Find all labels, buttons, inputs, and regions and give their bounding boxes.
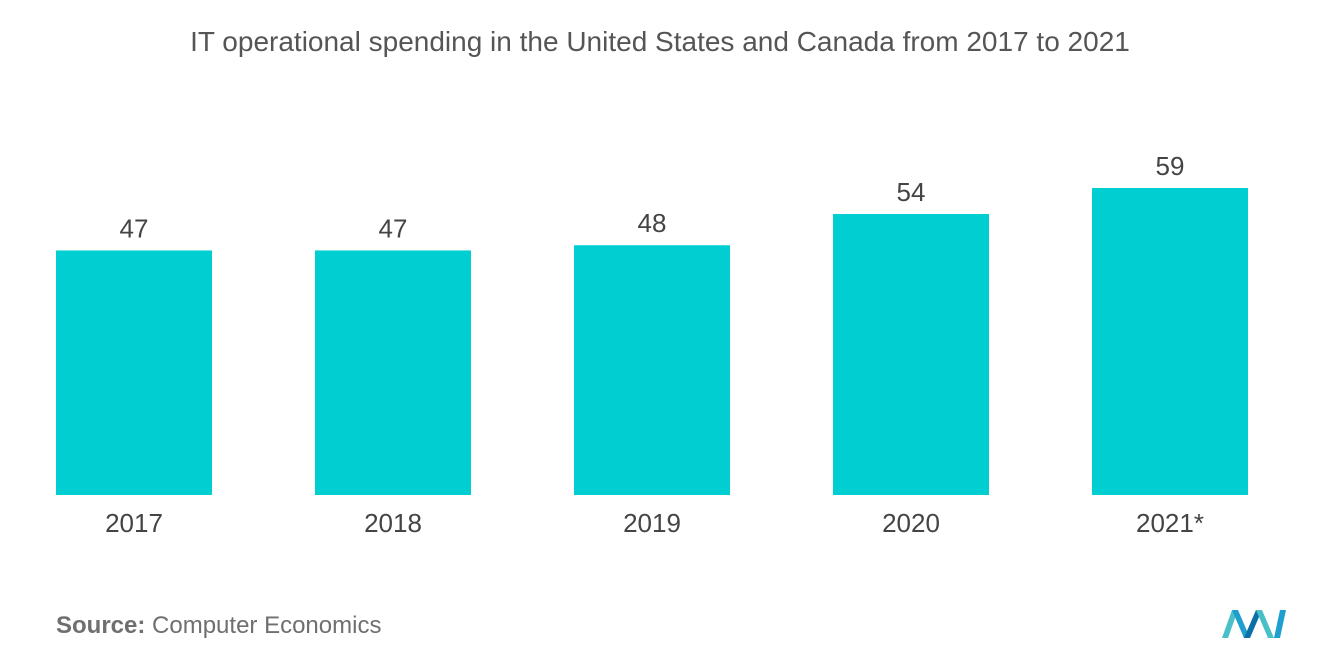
x-tick-label: 2017	[105, 508, 163, 538]
value-label: 59	[1156, 151, 1185, 181]
x-tick-label: 2020	[882, 508, 940, 538]
bar-2020	[833, 214, 989, 495]
bar-2021*	[1092, 188, 1248, 495]
source-line: Source: Computer Economics	[56, 612, 381, 640]
bar-2017	[56, 250, 212, 495]
value-label: 54	[897, 177, 926, 207]
bars-group	[56, 188, 1248, 495]
chart-title: IT operational spending in the United St…	[190, 26, 1130, 57]
x-axis-labels-group: 2017 2018 2019 2020 2021*	[105, 508, 1204, 538]
value-labels-group: 47 47 48 54 59	[120, 151, 1185, 243]
mordor-intelligence-logo-icon	[1222, 602, 1290, 647]
value-label: 47	[120, 213, 149, 243]
value-label: 48	[638, 208, 667, 238]
source-label: Source:	[56, 612, 146, 639]
bar-2018	[315, 250, 471, 495]
x-tick-label: 2018	[364, 508, 422, 538]
x-tick-label: 2021*	[1136, 508, 1204, 538]
bar-2019	[574, 245, 730, 495]
x-tick-label: 2019	[623, 508, 681, 538]
value-label: 47	[379, 213, 408, 243]
source-text: Computer Economics	[152, 612, 382, 639]
